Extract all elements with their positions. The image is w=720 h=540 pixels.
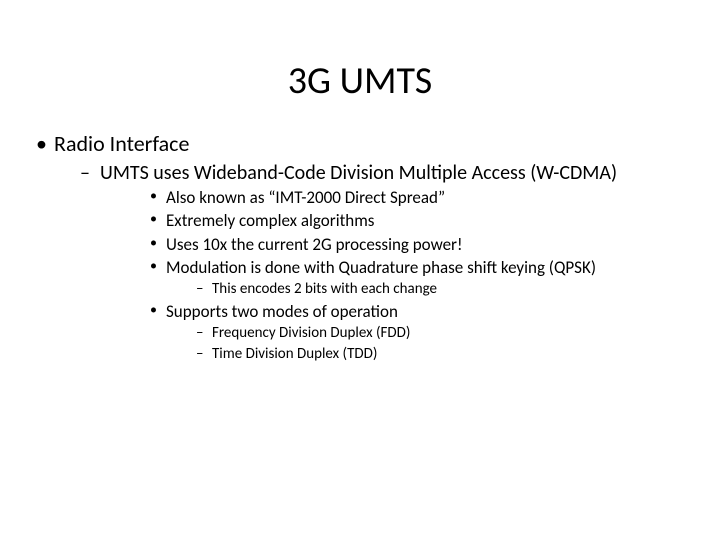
bullet-text: UMTS uses Wideband-Code Division Multipl… [100,161,617,185]
list-item: Uses 10x the current 2G processing power… [144,234,690,255]
bullet-text: Modulation is done with Quadrature phase… [166,257,596,278]
slide-content: Radio Interface UMTS uses Wideband-Code … [0,130,720,364]
list-item: Radio Interface UMTS uses Wideband-Code … [30,130,690,364]
bullet-text: Time Division Duplex (TDD) [212,345,377,363]
bullet-list-level1: Radio Interface UMTS uses Wideband-Code … [30,130,690,364]
list-item: Frequency Division Duplex (FDD) [190,324,690,343]
bullet-list-level4: This encodes 2 bits with each change [190,280,690,299]
list-item: UMTS uses Wideband-Code Division Multipl… [74,161,690,364]
bullet-list-level2: UMTS uses Wideband-Code Division Multipl… [74,161,690,364]
bullet-text: Extremely complex algorithms [166,210,374,231]
bullet-text: This encodes 2 bits with each change [212,280,437,298]
list-item: Extremely complex algorithms [144,210,690,231]
bullet-text: Supports two modes of operation [166,301,398,322]
bullet-text: Radio Interface [54,130,189,157]
list-item: Also known as “IMT-2000 Direct Spread” [144,187,690,208]
bullet-text: Frequency Division Duplex (FDD) [212,324,410,342]
slide: 3G UMTS Radio Interface UMTS uses Wideba… [0,0,720,540]
list-item: Modulation is done with Quadrature phase… [144,257,690,299]
list-item: Supports two modes of operation Frequenc… [144,301,690,364]
bullet-text: Uses 10x the current 2G processing power… [166,234,463,255]
bullet-list-level4: Frequency Division Duplex (FDD) Time Div… [190,324,690,364]
list-item: This encodes 2 bits with each change [190,280,690,299]
list-item: Time Division Duplex (TDD) [190,345,690,364]
bullet-list-level3: Also known as “IMT-2000 Direct Spread” E… [144,187,690,364]
slide-title: 3G UMTS [0,0,720,130]
bullet-text: Also known as “IMT-2000 Direct Spread” [166,187,445,208]
